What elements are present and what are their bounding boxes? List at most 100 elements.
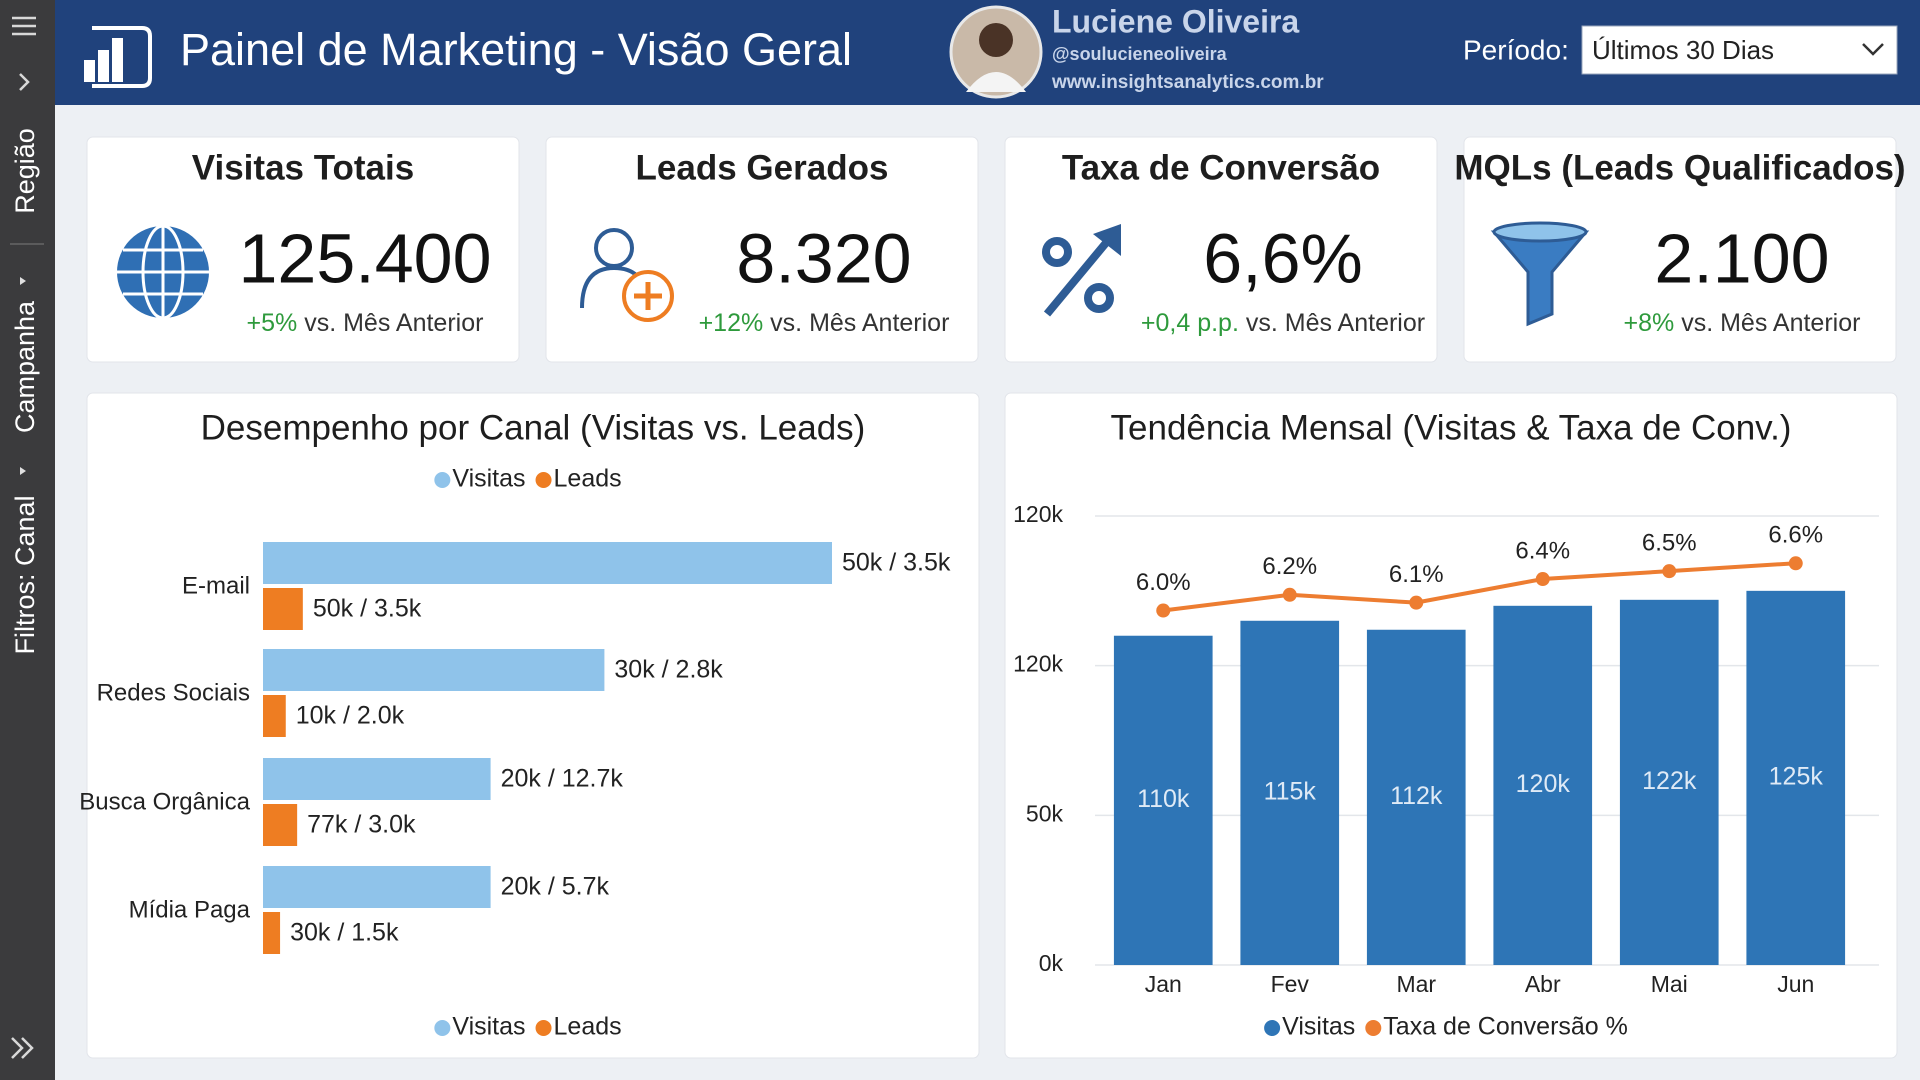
bar [263, 804, 298, 846]
x-tick-label: Jan [1145, 971, 1182, 997]
bar [263, 695, 286, 737]
y-tick-label: Mídia Paga [129, 896, 251, 923]
y-tick-label: Busca Orgânica [79, 788, 250, 815]
bar [1619, 599, 1719, 965]
profile-name: Luciene Oliveira [1052, 3, 1299, 39]
kpi-icon [580, 228, 674, 322]
y-tick-label: E-mail [182, 572, 250, 599]
line-marker [1662, 564, 1677, 579]
kpi-card [86, 136, 520, 363]
menu-icon[interactable] [12, 16, 36, 36]
logo-bar [84, 60, 95, 82]
kpi-icon [1042, 224, 1121, 317]
logo-frame [92, 26, 152, 88]
chevron [11, 1037, 24, 1059]
chart-title: Desempenho por Canal (Visitas vs. Leads) [201, 408, 866, 447]
bar [1746, 590, 1846, 965]
kpi-comparison: vs. Mês Anterior [770, 309, 949, 337]
line-marker [1535, 572, 1550, 587]
legend-label: Leads [554, 465, 622, 493]
expand-icon[interactable] [19, 73, 30, 91]
period-dropdown[interactable]: Últimos 30 Dias [1581, 25, 1898, 75]
logo-icon [84, 26, 152, 88]
icon-shape [1492, 221, 1588, 243]
data-label: 110k [1137, 785, 1190, 813]
kpi-value: 2.100 [1654, 219, 1829, 297]
data-label: 125k [1769, 763, 1824, 791]
data-label: 50k / 3.5k [842, 549, 951, 577]
bar [263, 588, 303, 630]
data-label: 120k [1516, 770, 1571, 798]
y-tick-label: 0k [1039, 950, 1064, 976]
legend-marker [1365, 1020, 1382, 1036]
dropdown-chevron [1862, 43, 1884, 56]
avatar [949, 5, 1043, 99]
kpi-card [1004, 136, 1438, 363]
kpi-value: 125.400 [238, 219, 491, 297]
bar [1240, 620, 1340, 965]
kpi-title: Taxa de Conversão [1062, 148, 1380, 187]
data-label: 30k / 1.5k [290, 919, 399, 947]
bar [1366, 629, 1466, 965]
data-label: 6.6% [1768, 522, 1823, 549]
kpi-title: Leads Gerados [636, 148, 889, 187]
profile-handle: @soulucieneoliveira [1052, 44, 1228, 64]
chart-panel [86, 392, 980, 1059]
icon-shape [1043, 229, 1119, 317]
icon-shape [1042, 229, 1119, 317]
legend-label: Visitas [1282, 1013, 1355, 1041]
chart-title: Tendência Mensal (Visitas & Taxa de Conv… [1111, 408, 1792, 447]
kpi-title: MQLs (Leads Qualificados) [1454, 148, 1905, 187]
kpi-card [1463, 136, 1897, 363]
legend-label: Taxa de Conversão % [1383, 1013, 1628, 1041]
icon-shape [1042, 237, 1072, 267]
icon-shape [1093, 224, 1121, 256]
avatar-body [966, 72, 1026, 92]
legend: Visitas Leads [434, 465, 622, 493]
sidebar-filter[interactable]: Região [10, 128, 40, 214]
legend-label: Visitas [452, 465, 525, 493]
x-tick-label: Mai [1651, 971, 1688, 997]
data-label: 50k / 3.5k [313, 595, 422, 623]
kpi-change-line: +5% vs. Mês Anterior [247, 309, 484, 337]
x-tick-label: Jun [1777, 971, 1814, 997]
kpi-change: +12% [699, 309, 764, 337]
line [1163, 561, 1796, 613]
icon-shape [634, 282, 662, 310]
kpi-change: +5% [247, 309, 298, 337]
data-label: 6.4% [1515, 537, 1570, 564]
y-tick-label: 120k [1013, 651, 1063, 677]
bar [1113, 635, 1213, 965]
data-label: 112k [1390, 782, 1443, 810]
sidebar-filter[interactable]: Filtros: Canal [10, 495, 40, 654]
data-label: 77k / 3.0k [307, 811, 416, 839]
icon-shape [1084, 283, 1114, 313]
header-title: Painel de Marketing - Visão Geral [180, 24, 852, 75]
line-marker [1788, 556, 1803, 571]
x-tick-label: Abr [1525, 971, 1561, 997]
line-marker [1409, 595, 1424, 610]
dropdown-box[interactable] [1581, 25, 1898, 75]
filter-arrow [20, 277, 26, 285]
line-marker [1156, 603, 1171, 618]
period-label: Período: [1463, 34, 1569, 65]
data-label: 6.1% [1389, 561, 1444, 588]
data-label: 20k / 12.7k [501, 765, 624, 793]
kpi-change-line: +0,4 p.p. vs. Mês Anterior [1141, 309, 1425, 337]
legend-label: Visitas [452, 1013, 525, 1041]
sidebar-filter[interactable]: Campanha [10, 300, 40, 433]
chevron [21, 1037, 34, 1059]
legend-marker [535, 472, 552, 488]
x-tick-label: Mar [1396, 971, 1436, 997]
icon-shape [123, 248, 203, 296]
kpi-title: Visitas Totais [192, 148, 414, 187]
bar [263, 912, 281, 954]
legend-marker [1264, 1020, 1281, 1036]
data-label: 6.0% [1136, 569, 1191, 596]
data-label: 115k [1264, 777, 1317, 805]
sidebar [0, 0, 55, 1080]
dropdown-value: Últimos 30 Dias [1592, 35, 1774, 65]
collapse-icon[interactable] [11, 1037, 34, 1059]
legend: Visitas Leads [434, 1013, 622, 1041]
